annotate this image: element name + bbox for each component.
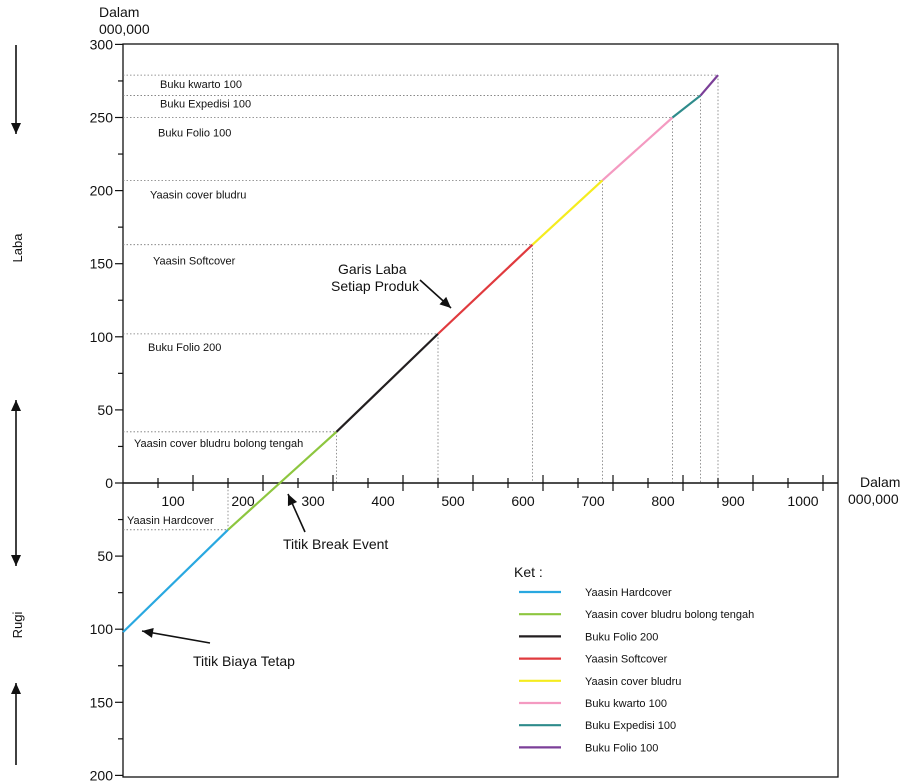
y-tick-label: 150 [90, 694, 114, 710]
legend-label: Buku Folio 100 [585, 742, 658, 754]
level-label: Buku Folio 200 [148, 342, 221, 354]
y-tick-label: 0 [105, 475, 113, 491]
x-tick-label: 200 [231, 493, 255, 509]
legend-title: Ket : [514, 564, 543, 580]
legend-label: Buku kwarto 100 [585, 698, 667, 710]
x-tick-label: 400 [371, 493, 395, 509]
x-tick-label: 1000 [787, 493, 818, 509]
arrow-bottom-up-head [11, 683, 21, 694]
series-segment [671, 94, 702, 119]
x-tick-label: 500 [441, 493, 465, 509]
legend-label: Buku Folio 200 [585, 631, 658, 643]
arrow-rugi-down-head [11, 555, 21, 566]
x-tick-label: 100 [161, 493, 185, 509]
x-tick-label: 800 [651, 493, 675, 509]
x-tick-label: 300 [301, 493, 325, 509]
profit-line-arrow-head [439, 296, 451, 308]
y-tick-label: 200 [90, 183, 114, 199]
y-tick-label: 200 [90, 767, 114, 783]
arrow-rugi-up-head [11, 400, 21, 411]
break-even-arrow-head [287, 494, 298, 507]
series-segment [122, 528, 229, 633]
x-tick-label: 900 [721, 493, 745, 509]
level-label: Buku Folio 100 [158, 128, 231, 140]
legend-label: Yaasin Hardcover [585, 587, 672, 599]
series-segment [335, 333, 439, 433]
legend-label: Buku Expedisi 100 [585, 720, 676, 732]
series-segment [437, 243, 534, 335]
y-tick-label: 50 [97, 402, 113, 418]
profit-line-segments [122, 74, 719, 633]
x-tick-label: 600 [511, 493, 535, 509]
series-segment [227, 431, 338, 531]
level-label: Buku kwarto 100 [160, 79, 242, 91]
side-arrows: Laba Rugi [10, 45, 25, 765]
fixed-cost-arrow [141, 630, 211, 644]
guide-lines [123, 74, 719, 531]
x-unit-label: 000,000 [848, 491, 899, 507]
legend-label: Yaasin cover bludru [585, 676, 681, 688]
y-unit-label: 000,000 [99, 21, 150, 37]
side-label-rugi: Rugi [10, 612, 25, 639]
y-tick-label: 150 [90, 256, 114, 272]
profit-line-annotation: Setiap Produk [331, 278, 420, 294]
arrow-laba-down-head [11, 123, 21, 134]
x-unit-label: Dalam [860, 474, 900, 490]
legend: Ket : Yaasin Hardcover Yaasin cover bludru… [514, 564, 754, 754]
series-segment [699, 74, 719, 97]
y-tick-label: 100 [90, 329, 114, 345]
level-labels: Buku kwarto 100 Buku Expedisi 100 Buku Fol… [127, 79, 303, 527]
y-unit-label: Dalam [99, 4, 139, 20]
level-label: Yaasin Softcover [153, 256, 236, 268]
y-tick-label: 250 [90, 110, 114, 126]
x-tick-label: 700 [581, 493, 605, 509]
break-even-annotation: Titik Break Event [283, 536, 388, 552]
level-label: Buku Expedisi 100 [160, 99, 251, 111]
y-tick-label: 50 [97, 548, 113, 564]
series-segment [601, 116, 674, 182]
series-segment [531, 179, 604, 246]
level-label: Yaasin Hardcover [127, 515, 214, 527]
legend-label: Yaasin cover bludru bolong tengah [585, 609, 754, 621]
level-label: Yaasin cover bludru [150, 189, 246, 201]
legend-label: Yaasin Softcover [585, 654, 668, 666]
side-label-laba: Laba [10, 233, 25, 263]
axes: 100 200 300 400 500 600 700 800 900 1000300250200… [90, 4, 901, 783]
y-tick-label: 100 [90, 621, 114, 637]
y-tick-label: 300 [90, 36, 114, 52]
fixed-cost-arrow-head [142, 627, 154, 638]
profit-line-annotation: Garis Laba [338, 261, 407, 277]
fixed-cost-annotation: Titik Biaya Tetap [193, 653, 295, 669]
level-label: Yaasin cover bludru bolong tengah [134, 438, 303, 450]
